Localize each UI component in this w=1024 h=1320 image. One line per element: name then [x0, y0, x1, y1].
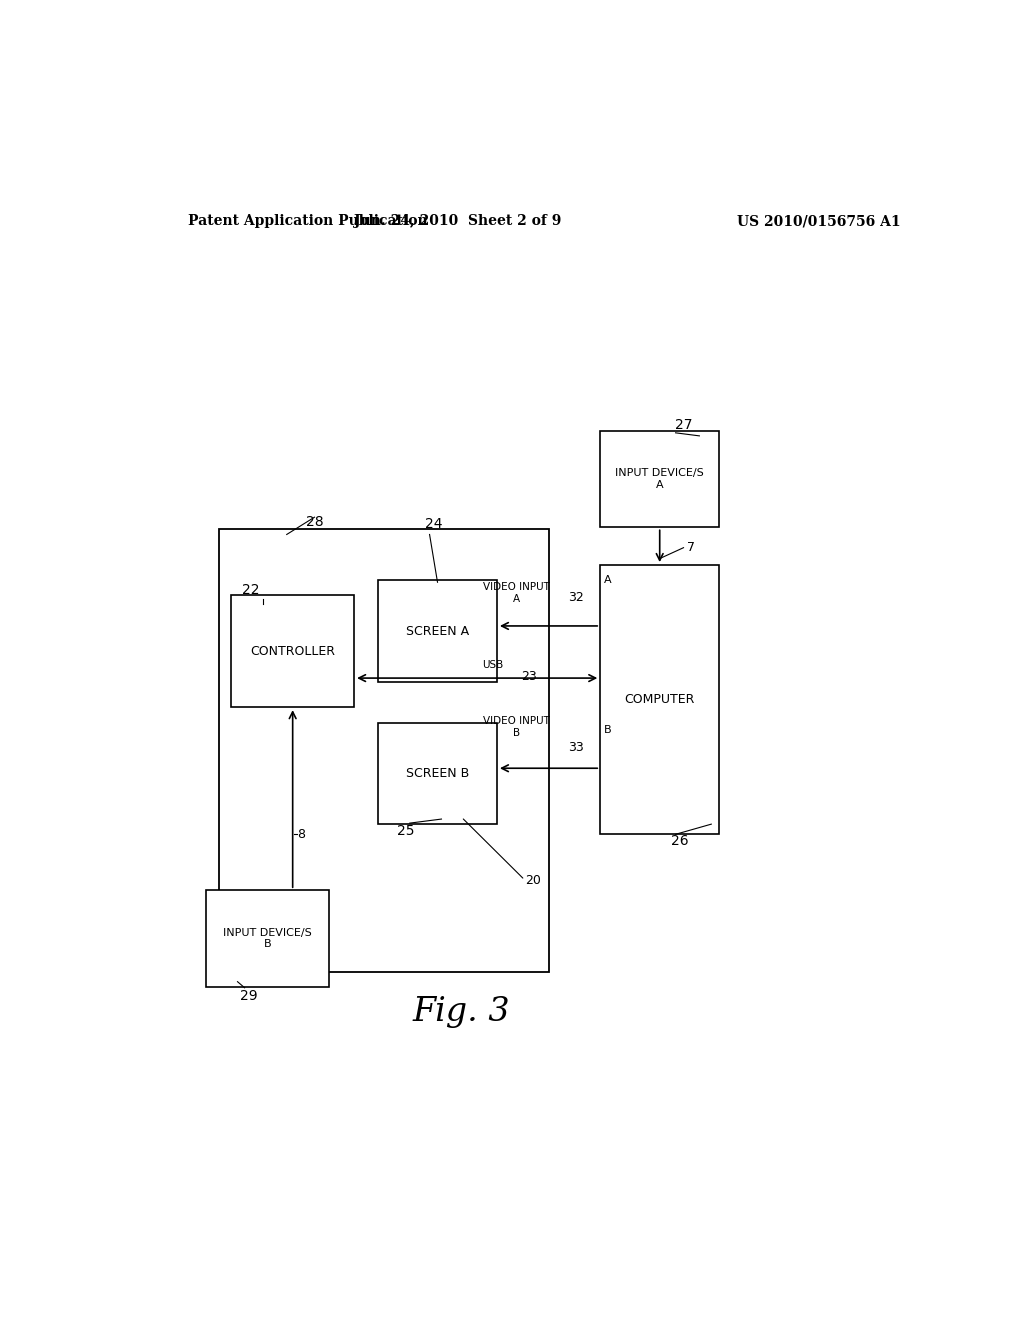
Text: Fig. 3: Fig. 3: [413, 997, 510, 1028]
Text: 8: 8: [297, 828, 305, 841]
Text: Jun. 24, 2010  Sheet 2 of 9: Jun. 24, 2010 Sheet 2 of 9: [353, 214, 561, 228]
Bar: [378, 581, 497, 682]
Text: INPUT DEVICE/S
A: INPUT DEVICE/S A: [615, 469, 705, 490]
Text: 33: 33: [568, 742, 585, 755]
Bar: [219, 529, 549, 972]
Bar: [231, 595, 354, 708]
Text: 25: 25: [397, 824, 415, 838]
Text: VIDEO INPUT
B: VIDEO INPUT B: [483, 717, 550, 738]
Text: USB: USB: [482, 660, 504, 669]
Bar: [600, 430, 719, 528]
Text: 20: 20: [524, 874, 541, 887]
Text: 7: 7: [687, 541, 695, 554]
Text: VIDEO INPUT
A: VIDEO INPUT A: [483, 582, 550, 603]
Text: 27: 27: [675, 417, 692, 432]
Text: Patent Application Publication: Patent Application Publication: [187, 214, 427, 228]
Bar: [600, 565, 719, 834]
Text: 29: 29: [240, 989, 257, 1003]
Text: CONTROLLER: CONTROLLER: [250, 645, 335, 657]
Bar: [378, 722, 497, 824]
Text: SCREEN B: SCREEN B: [406, 767, 469, 780]
Bar: [206, 890, 329, 987]
Text: 24: 24: [425, 517, 442, 532]
Text: B: B: [604, 725, 611, 735]
Text: INPUT DEVICE/S
B: INPUT DEVICE/S B: [223, 928, 311, 949]
Text: 22: 22: [243, 583, 260, 598]
Text: 28: 28: [306, 515, 324, 529]
Text: 26: 26: [671, 834, 688, 849]
Text: US 2010/0156756 A1: US 2010/0156756 A1: [736, 214, 900, 228]
Text: 23: 23: [521, 671, 537, 684]
Text: COMPUTER: COMPUTER: [625, 693, 695, 706]
Text: A: A: [604, 576, 611, 585]
Text: SCREEN A: SCREEN A: [406, 624, 469, 638]
Text: 32: 32: [568, 591, 585, 605]
